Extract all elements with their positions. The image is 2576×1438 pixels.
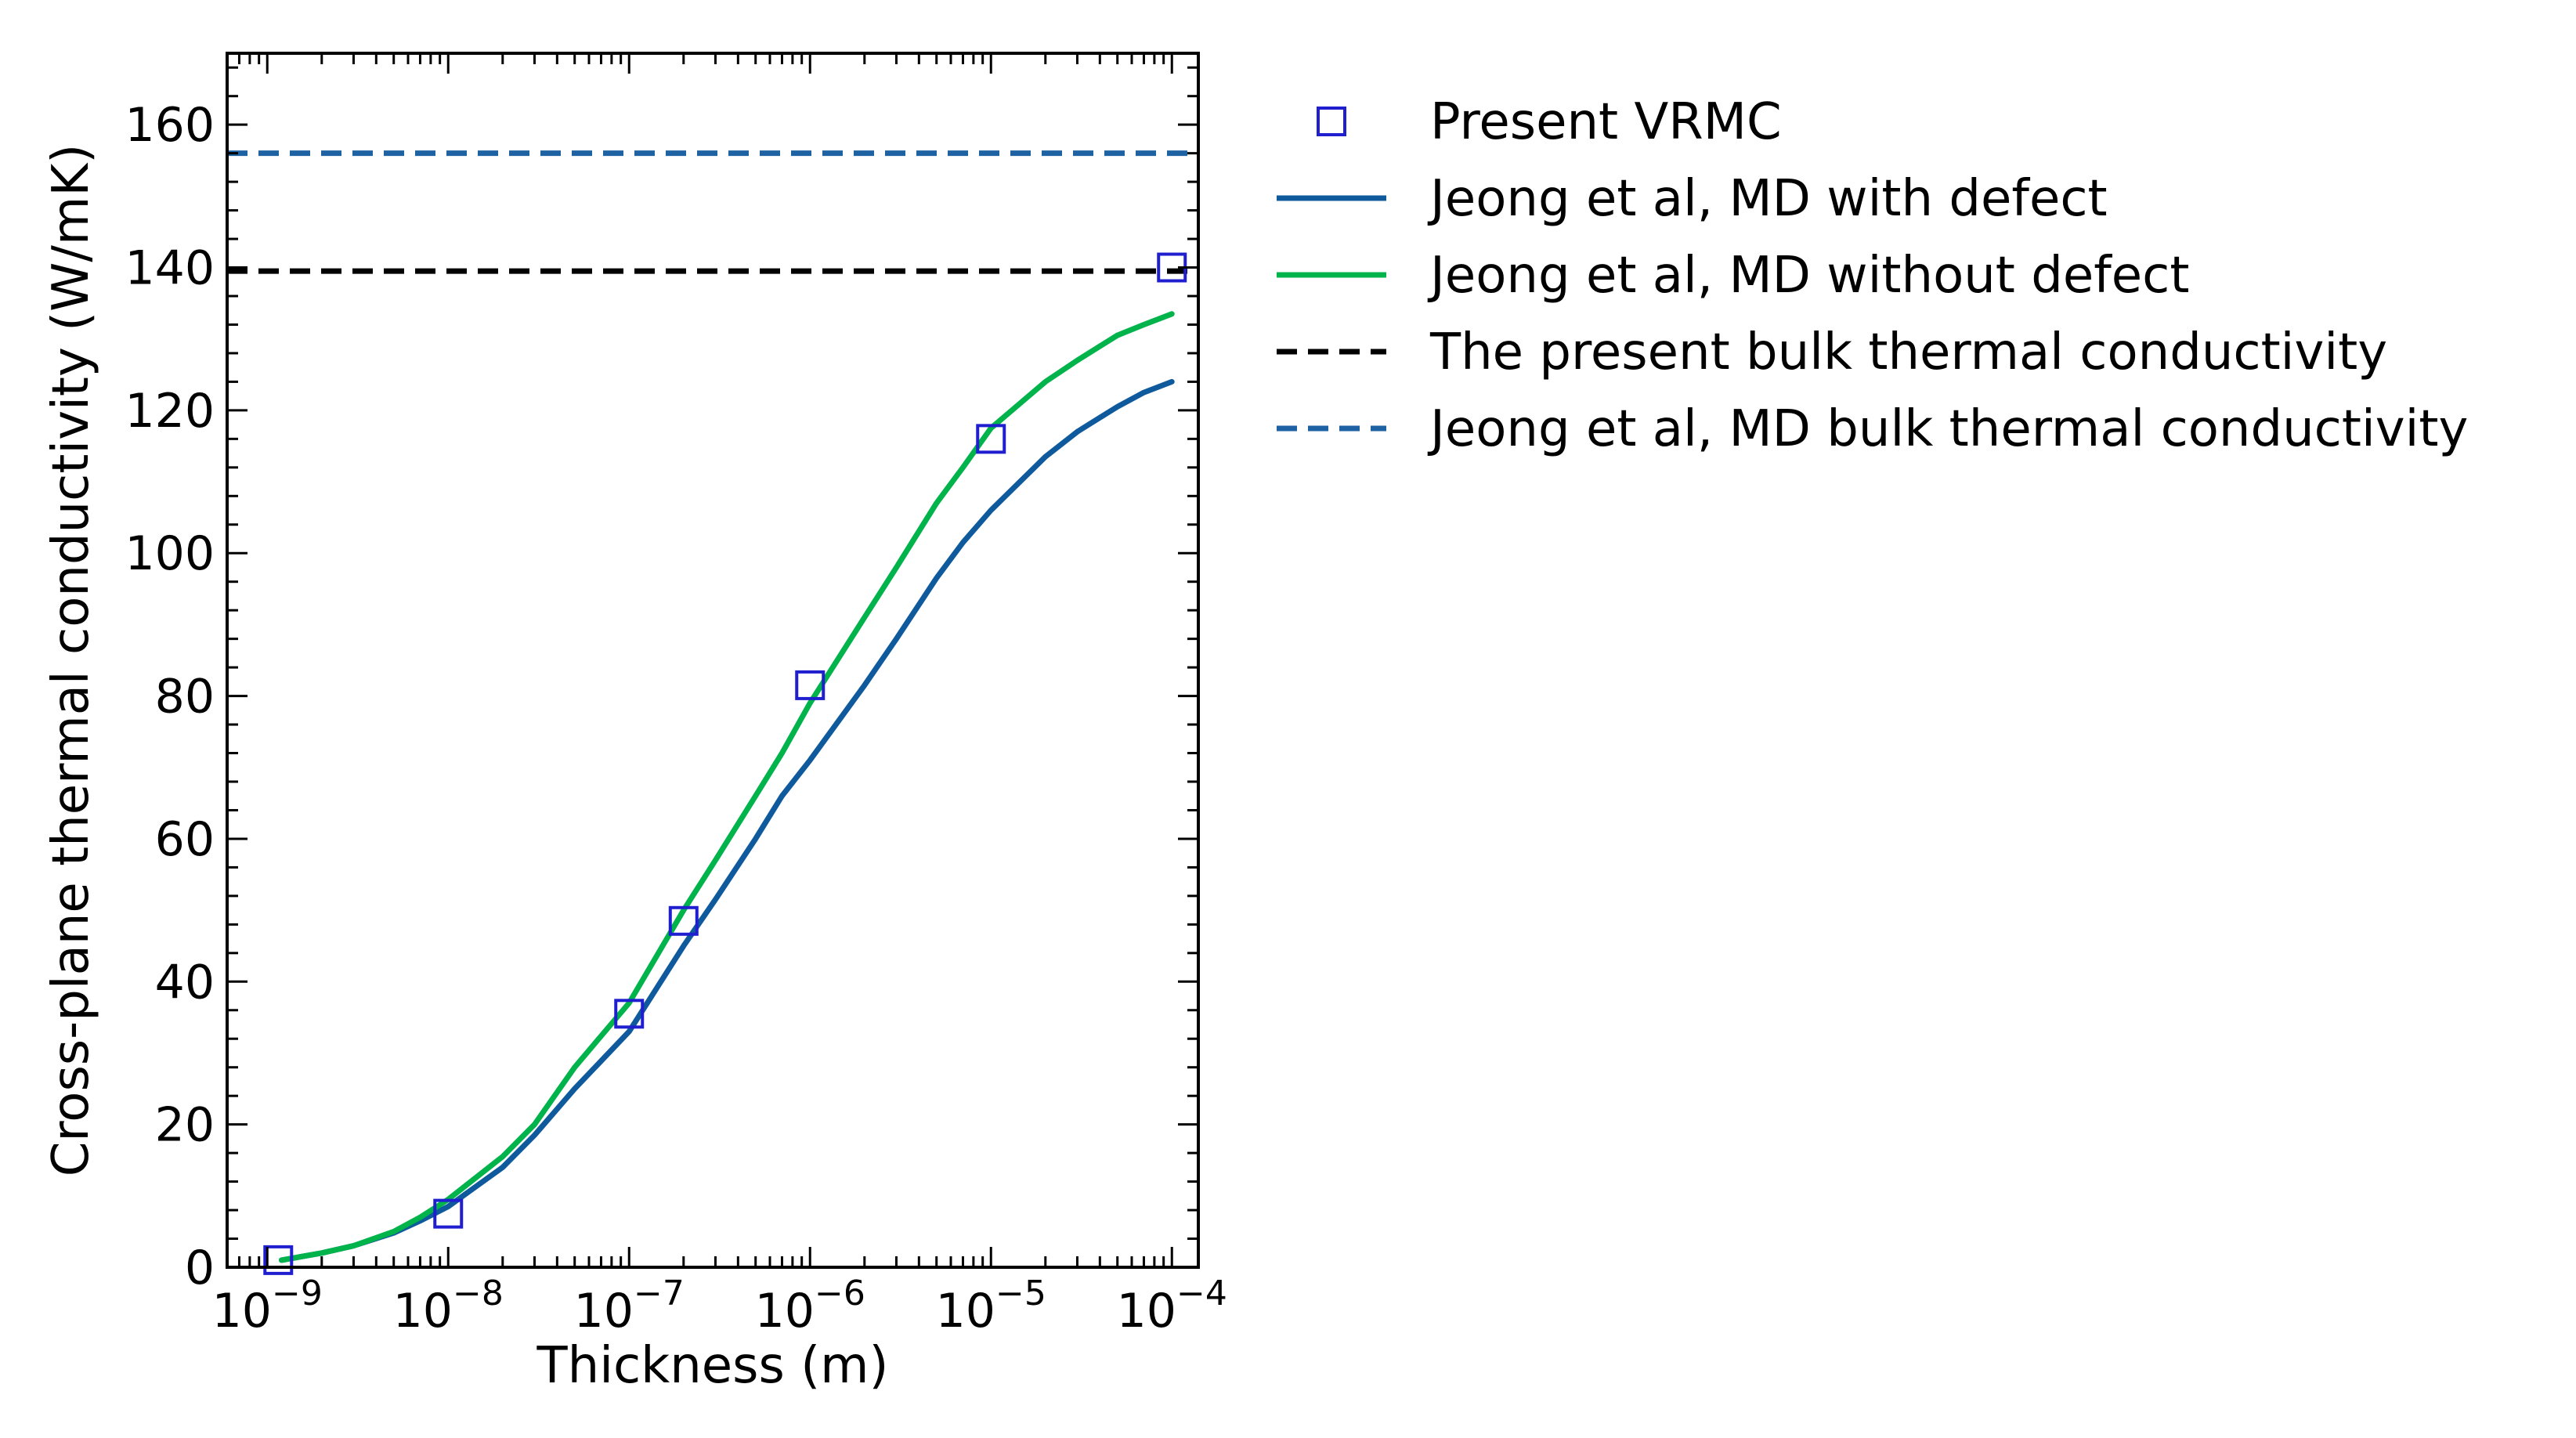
plot-content — [227, 150, 1198, 1275]
plot-frame — [226, 52, 1200, 1269]
y-tick-label: 160 — [125, 98, 215, 153]
x-tick-label: 10−8 — [393, 1274, 504, 1339]
x-tick-label: 10−7 — [574, 1274, 685, 1339]
scatter-point-vrmc — [795, 670, 826, 700]
y-tick-label: 20 — [155, 1098, 215, 1153]
y-axis-title: Cross-plane thermal conductivity (W/mK) — [42, 144, 100, 1177]
y-tick-label: 140 — [125, 241, 215, 296]
axis-ticks — [226, 53, 1198, 1269]
legend-label: Jeong et al, MD without defect — [1427, 247, 2189, 305]
legend-label: Jeong et al, MD with defect — [1427, 170, 2108, 228]
y-tick-label: 0 — [185, 1241, 215, 1295]
legend-label: The present bulk thermal conductivity — [1429, 323, 2387, 381]
scatter-point-vrmc — [263, 1245, 294, 1275]
scatter-point-vrmc — [976, 424, 1006, 454]
legend: Present VRMC Jeong et al, MD with defect J… — [1277, 93, 2468, 458]
scatter-point-vrmc — [433, 1198, 464, 1229]
plot-series-group — [227, 150, 1198, 1263]
scatter-point-vrmc — [614, 999, 645, 1029]
x-tick-label: 10−6 — [755, 1274, 865, 1339]
y-tick-label: 40 — [155, 955, 215, 1010]
line-jeong-et-al-md-with-defect — [279, 378, 1175, 1263]
axis-tick-labels: 0 20 40 60 80 100 120 140 160 10−9 10−8 10−7 10−6 10−… — [125, 98, 1227, 1339]
legend-label: Jeong et al, MD bulk thermal conductivit… — [1427, 400, 2468, 458]
legend-marker — [1317, 107, 1346, 136]
y-tick-label: 60 — [155, 812, 215, 867]
y-tick-label: 120 — [125, 384, 215, 439]
y-tick-label: 80 — [155, 670, 215, 724]
x-tick-label: 10−5 — [936, 1274, 1046, 1339]
line-jeong-et-al-md-without-defect — [279, 311, 1175, 1263]
y-tick-label: 100 — [125, 526, 215, 581]
x-axis-title: Thickness (m) — [537, 1337, 889, 1395]
scatter-point-vrmc — [668, 905, 699, 936]
legend-label: Present VRMC — [1430, 93, 1782, 151]
x-tick-label: 10−4 — [1117, 1274, 1227, 1339]
x-tick-label: 10−9 — [212, 1274, 323, 1339]
